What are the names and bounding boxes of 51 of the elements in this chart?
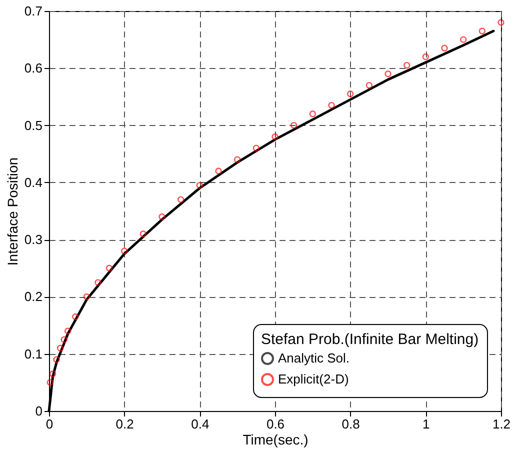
legend-title: Stefan Prob.(Infinite Bar Melting) <box>261 331 479 348</box>
point <box>94 279 102 286</box>
y-tick-label: 0 <box>35 404 42 418</box>
point <box>384 70 392 78</box>
point <box>56 344 64 352</box>
y-tick-label: 0.5 <box>24 118 42 133</box>
x-tick-label: 0.4 <box>191 416 210 432</box>
point <box>422 53 430 60</box>
point <box>140 230 147 238</box>
point <box>309 110 316 118</box>
x-tick-label: 1.2 <box>492 416 511 432</box>
point <box>72 313 79 320</box>
point <box>234 156 241 163</box>
point <box>460 36 467 43</box>
point <box>196 182 204 189</box>
y-tick-label: 0.4 <box>24 174 42 190</box>
legend-label: Explicit(2-D) <box>278 372 349 386</box>
x-axis-title: Time(sec.) <box>242 432 308 448</box>
point <box>478 28 486 34</box>
y-tick-label: 0.6 <box>24 60 42 76</box>
point <box>441 44 448 52</box>
x-tick-label: 0.6 <box>266 416 285 432</box>
point <box>158 213 166 220</box>
point <box>49 370 56 378</box>
x-tick-label: 1 <box>422 416 430 432</box>
legend-label: Analytic Sol. <box>278 350 350 366</box>
y-tick-label: 0.7 <box>24 4 42 18</box>
point <box>120 248 128 254</box>
point <box>498 19 504 26</box>
point <box>366 82 373 89</box>
point <box>252 144 260 152</box>
point <box>53 356 60 363</box>
point <box>83 293 90 300</box>
x-tick-label: 0.8 <box>342 416 360 432</box>
point <box>106 264 113 272</box>
x-tick-label: 0 <box>46 416 54 432</box>
x-tick-label: 0.2 <box>116 416 134 432</box>
point <box>290 122 298 129</box>
point <box>272 133 278 140</box>
point <box>46 379 54 386</box>
point <box>346 90 354 98</box>
point <box>328 102 335 109</box>
y-tick-label: 0.3 <box>24 232 42 248</box>
y-axis-title: Interface Position <box>4 157 20 266</box>
point <box>60 336 68 343</box>
point <box>177 196 184 203</box>
point <box>403 62 410 69</box>
point <box>64 328 72 334</box>
point <box>215 168 222 174</box>
y-tick-label: 0.2 <box>24 289 42 304</box>
y-tick-label: 0.1 <box>24 346 42 362</box>
